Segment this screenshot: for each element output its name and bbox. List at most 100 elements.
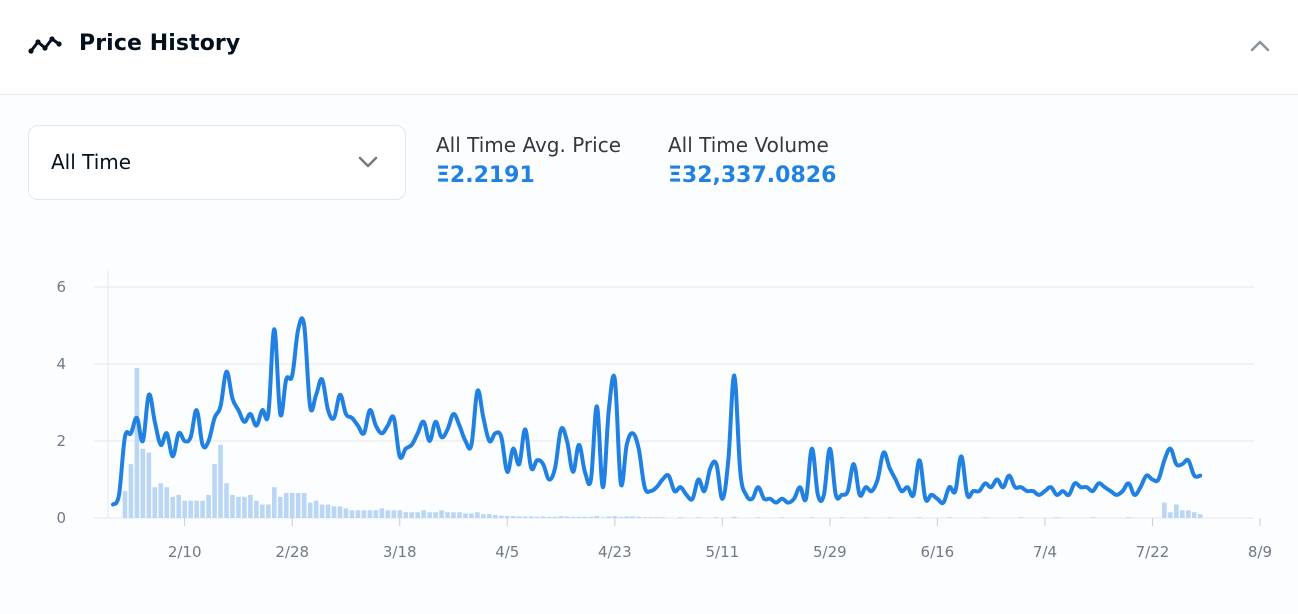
volume-bar [504,516,510,518]
volume-bar [755,517,761,518]
volume-bar [540,516,546,518]
trend-line-icon [28,36,62,54]
volume-bar [1174,504,1179,518]
volume-bar [230,494,235,518]
volume-bar [594,516,600,518]
volume-bar [236,496,241,518]
volume-bar [170,496,176,518]
volume-bar [558,516,564,518]
volume-bar [295,492,301,518]
panel-title: Price History [79,31,241,56]
volume-bar [319,504,325,518]
volume-bar [576,516,582,518]
x-tick-label: 2/28 [275,543,309,561]
x-tick-label: 2/10 [168,543,202,561]
volume-bar [696,517,701,518]
volume-bar [194,500,199,518]
avg-price-value: Ξ2.2191 [436,163,535,188]
volume-bar [469,513,474,518]
volume-bar [1168,512,1173,518]
volume-bar [487,514,492,518]
volume-bar [361,510,367,518]
volume-bar [224,483,229,518]
volume-bar [301,492,307,518]
volume-bar [188,500,193,518]
volume-bar [403,512,409,518]
y-tick-label: 4 [56,355,66,373]
price-history-chart: 0 2 4 6 2/10 2/28 3/18 4/5 4/23 5/11 5/29 6/16 7/4 7/… [56,271,1272,561]
volume-bar [206,494,211,518]
volume-bar [271,487,277,518]
avg-price-stat: All Time Avg. Price Ξ2.2191 [436,133,621,188]
volume-bar [917,517,922,518]
volume-bar [122,491,128,518]
volume-bar [158,483,164,518]
volume-bar [618,516,624,518]
volume-bar [1197,514,1203,518]
volume-bar [397,510,403,518]
volume-bar [678,517,683,518]
x-tick-label: 4/23 [598,543,632,561]
volume-bar [510,516,516,518]
volume-bar [516,516,522,518]
volume-bar [182,500,187,518]
volume-bar [254,500,259,518]
volume-bar [266,504,271,518]
volume-bar [331,506,337,518]
volume-bar [636,516,641,518]
x-tick-label: 7/22 [1136,543,1170,561]
avg-price-label: All Time Avg. Price [436,133,621,157]
volume-bar [809,517,815,518]
volume-bar [337,506,343,518]
x-tick-label: 7/4 [1033,543,1057,561]
volume-bar [325,504,331,518]
volume-bar [128,464,134,518]
volume-bar [343,508,349,518]
panel-header[interactable]: Price History [0,0,1298,95]
volume-label: All Time Volume [668,133,829,157]
volume-bar [451,512,456,518]
volume-bar [385,510,391,518]
volume-bar [367,510,373,518]
volume-bar [1162,502,1167,518]
volume-bar [457,512,462,518]
volume-bar [552,516,558,518]
volume-bar [493,514,498,518]
x-tick-label: 3/18 [383,543,417,561]
x-tick-label: 5/11 [705,543,739,561]
volume-bar [218,444,223,518]
volume-bar [522,516,528,518]
volume-bar [463,513,468,518]
volume-bar [1018,517,1024,518]
volume-bar [421,510,426,518]
volume-bar [212,464,217,518]
volume-bar [427,512,432,518]
volume-bar [1180,510,1185,518]
chevron-up-icon[interactable] [1248,36,1272,56]
volume-bar [146,452,152,518]
time-range-select[interactable]: All Time [28,125,406,200]
volume-bar [624,516,630,518]
volume-bar [528,516,534,518]
volume-bar [1090,517,1096,518]
volume-bar [134,367,140,518]
volume-bar [164,487,170,518]
volume-bar [660,517,665,518]
volume-bar [588,516,594,518]
volume-bar [277,496,283,518]
price-line [111,316,1203,507]
volume-bar [534,516,540,518]
volume-bar [498,515,504,518]
y-tick-label: 0 [56,509,66,527]
volume-bar [714,517,719,518]
volume-bar [564,516,570,518]
volume-bar [433,512,438,518]
volume-bar [140,448,146,518]
y-tick-label: 6 [56,278,66,296]
volume-bar [260,504,265,518]
volume-bar [887,517,892,518]
volume-bar [349,510,355,518]
volume-bar [242,496,247,518]
volume-bar [415,512,420,518]
volume-value: Ξ32,337.0826 [668,163,837,188]
